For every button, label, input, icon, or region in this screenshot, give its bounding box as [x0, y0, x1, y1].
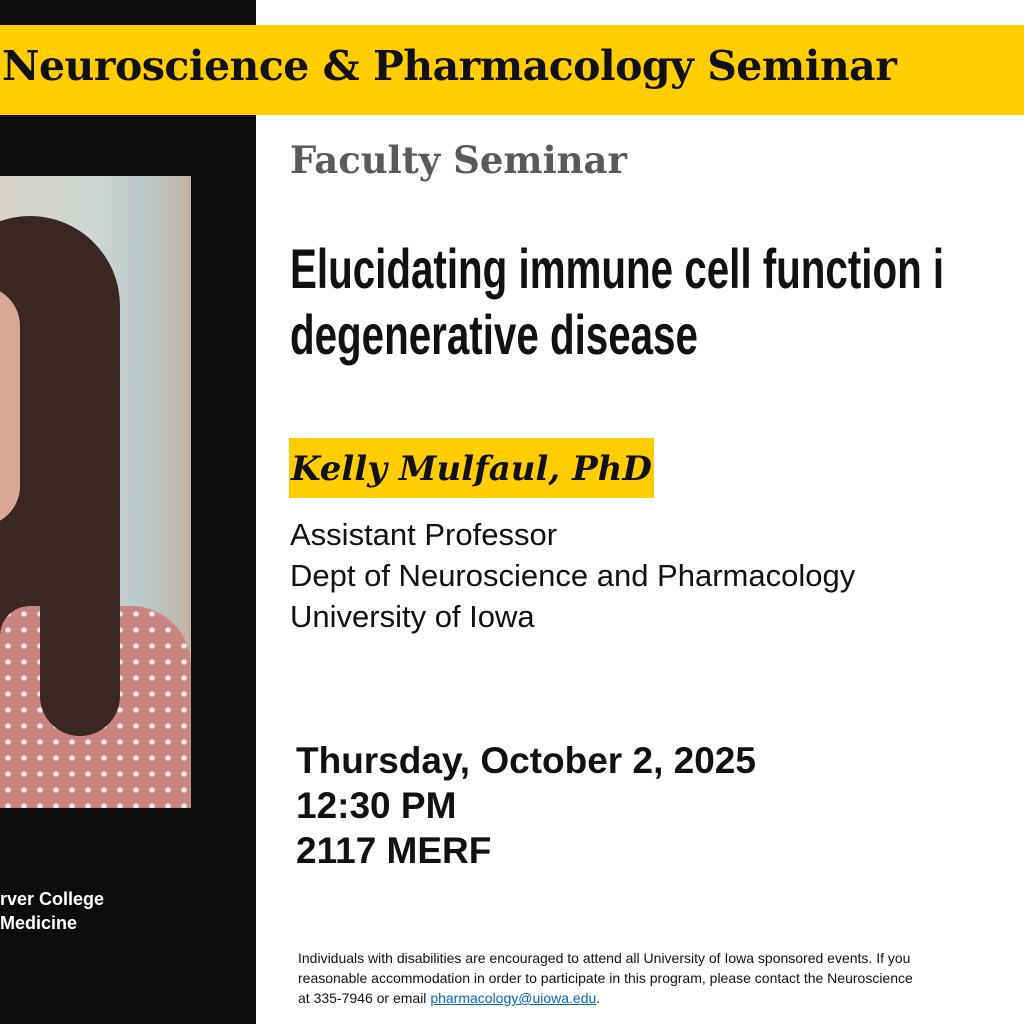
- event-time: 12:30 PM: [296, 785, 457, 826]
- speaker-name: Kelly Mulfaul, PhD: [289, 438, 654, 498]
- event-location: 2117 MERF: [296, 830, 492, 871]
- email-link[interactable]: pharmacology@uiowa.edu: [430, 990, 597, 1006]
- seminar-type: Faculty Seminar: [290, 138, 628, 182]
- event-details: Thursday, October 2, 2025 12:30 PM 2117 …: [296, 738, 756, 873]
- banner-title: Neuroscience & Pharmacology Seminar: [2, 42, 897, 90]
- accessibility-note: Individuals with disabilities are encour…: [298, 950, 913, 1006]
- seminar-title: Elucidating immune cell function i degen…: [290, 237, 945, 366]
- header-banner: [0, 25, 1024, 115]
- speaker-affiliation: Assistant Professor Dept of Neuroscience…: [290, 517, 856, 634]
- speaker-photo: [0, 176, 191, 808]
- event-date: Thursday, October 2, 2025: [296, 740, 756, 781]
- college-logo-text: rver College Medicine: [0, 889, 105, 933]
